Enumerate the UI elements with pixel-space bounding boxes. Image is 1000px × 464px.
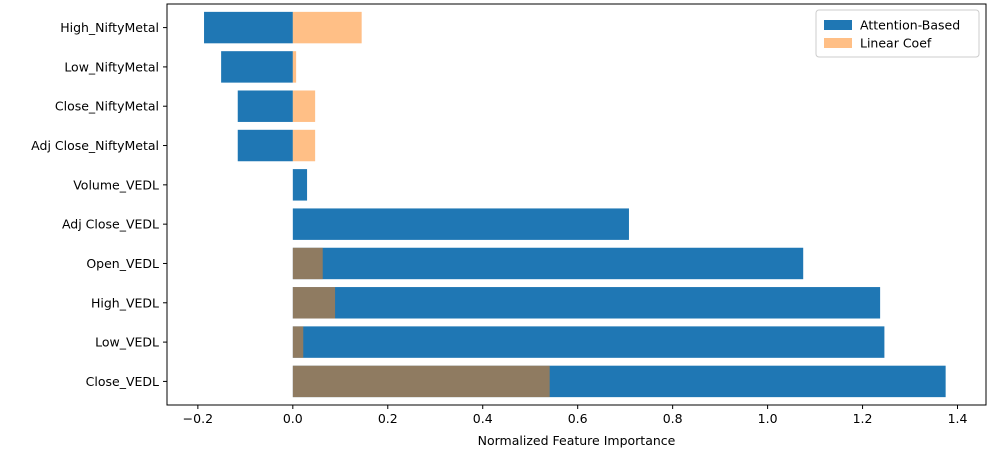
bars-group xyxy=(204,11,946,398)
bar-attention-high-niftymetal xyxy=(204,11,293,44)
legend-swatch xyxy=(824,20,852,30)
bar-attention-low-niftymetal xyxy=(221,51,293,83)
bar-attention-adj-close-niftymetal xyxy=(237,129,293,162)
y-tick-label: Low_NiftyMetal xyxy=(64,59,159,74)
y-tick-label: High_VEDL xyxy=(91,295,159,310)
bar-linear-close-vedl xyxy=(292,365,550,398)
y-tick-label: Close_VEDL xyxy=(86,374,159,389)
bar-linear-low-niftymetal xyxy=(292,51,297,83)
y-tick-label: Volume_VEDL xyxy=(73,177,159,192)
x-tick-label: 1.2 xyxy=(853,411,873,426)
bar-attention-volume-vedl xyxy=(292,169,308,201)
axes-frame xyxy=(166,3,987,406)
bar-linear-close-niftymetal xyxy=(292,90,316,122)
x-tick-label: 1.4 xyxy=(948,411,968,426)
legend-label: Linear Coef xyxy=(860,36,932,51)
bar-linear-high-niftymetal xyxy=(292,11,362,44)
y-tick-label: Adj Close_NiftyMetal xyxy=(31,138,159,153)
bar-attention-open-vedl xyxy=(292,247,804,280)
x-axis: −0.2 0.0 0.2 0.4 0.6 0.8 1.0 1.2 1.4 xyxy=(183,405,968,426)
x-tick-label: 0.2 xyxy=(378,411,398,426)
legend-box xyxy=(815,9,980,58)
y-tick-label: Close_NiftyMetal xyxy=(55,99,159,114)
bar-linear-high-vedl xyxy=(292,287,336,319)
bar-attention-adj-close-vedl xyxy=(292,208,629,240)
bar-linear-low-vedl xyxy=(292,326,304,358)
bar-attention-high-vedl xyxy=(292,287,881,319)
y-tick-label: Low_VEDL xyxy=(95,335,159,350)
legend-label: Attention-Based xyxy=(860,18,960,33)
legend-swatch xyxy=(824,38,852,48)
x-tick-label: 1.0 xyxy=(758,411,778,426)
bar-attention-low-vedl xyxy=(292,326,885,358)
y-tick-label: High_NiftyMetal xyxy=(60,20,159,35)
y-tick-label: Open_VEDL xyxy=(86,256,159,271)
x-tick-label: 0.4 xyxy=(473,411,493,426)
bar-attention-close-niftymetal xyxy=(237,90,293,122)
x-tick-label: 0.6 xyxy=(568,411,588,426)
x-axis-label: Normalized Feature Importance xyxy=(478,433,676,448)
y-tick-label: Adj Close_VEDL xyxy=(62,217,159,232)
bar-linear-open-vedl xyxy=(292,247,323,280)
x-tick-label: 0.8 xyxy=(663,411,683,426)
legend: Attention-Based Linear Coef xyxy=(815,9,980,58)
x-tick-label: 0.0 xyxy=(283,411,303,426)
x-tick-label: −0.2 xyxy=(183,411,213,426)
bar-linear-adj-close-niftymetal xyxy=(292,129,316,162)
y-axis: High_NiftyMetal Low_NiftyMetal Close_Nifty… xyxy=(31,20,167,389)
